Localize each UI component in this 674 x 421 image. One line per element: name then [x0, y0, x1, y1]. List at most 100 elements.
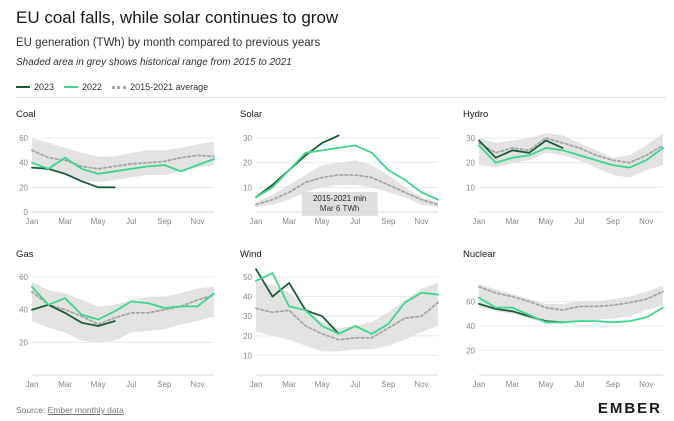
coal-panel-title: Coal — [16, 109, 36, 120]
nuclear-panel-title: Nuclear — [463, 249, 496, 260]
legend-label-2022: 2022 — [82, 82, 103, 92]
gas-y-tick-label: 20 — [19, 338, 28, 347]
coal-x-tick-label: Nov — [190, 217, 204, 226]
hydro-x-tick-label: Mar — [506, 217, 520, 226]
gas-panel-title: Gas — [16, 249, 34, 260]
wind-x-tick-label: Jan — [250, 380, 263, 389]
nuclear-x-tick-label: Sep — [606, 380, 621, 389]
solar-x-tick-label: Mar — [282, 217, 296, 226]
nuclear-x-tick-label: Jul — [574, 380, 584, 389]
hydro-x-tick-label: Sep — [606, 217, 621, 226]
nuclear-series-2015-2021-average — [478, 285, 664, 312]
coal-historical-range — [32, 138, 214, 183]
gas-y-tick-label: 40 — [19, 306, 28, 315]
gas-x-tick-label: Jan — [26, 380, 39, 389]
gas-x-tick-label: Mar — [58, 380, 72, 389]
coal-x-tick-label: Jul — [126, 217, 136, 226]
legend-label-2023: 2023 — [34, 82, 55, 92]
nuclear-x-tick-label: May — [538, 380, 553, 389]
wind-panel-title: Wind — [240, 249, 262, 260]
solar-x-tick-label: Jul — [350, 217, 360, 226]
wind-series-2022 — [255, 272, 439, 335]
chart-subtitle: EU generation (TWh) by month compared to… — [16, 37, 321, 49]
solar-y-tick-label: 10 — [243, 183, 252, 192]
solar-annotation-line2: Mar 6 TWh — [320, 204, 359, 213]
solar-annotation-line1: 2015-2021 min — [313, 194, 366, 203]
hydro-series-2022 — [478, 144, 664, 169]
chart-title: EU coal falls, while solar continues to … — [16, 8, 339, 27]
wind-y-tick-label: 10 — [243, 351, 252, 360]
header-divider — [16, 97, 666, 98]
solar-x-tick-label: May — [315, 217, 330, 226]
nuclear-y-tick-label: 20 — [466, 347, 475, 356]
wind-x-tick-label: Jul — [350, 380, 360, 389]
coal-y-tick-label: 0 — [24, 208, 29, 217]
gas-series-2015-2021-average — [31, 290, 215, 326]
source-note: Source: Ember monthly data — [16, 405, 124, 415]
gas-x-tick-label: Sep — [157, 380, 172, 389]
solar-y-tick-label: 30 — [243, 134, 252, 143]
hydro-y-tick-label: 10 — [466, 183, 475, 192]
coal-x-tick-label: May — [91, 217, 106, 226]
wind-y-tick-label: 40 — [243, 293, 252, 302]
ember-logo: EMBER — [597, 400, 662, 417]
nuclear-series-2022 — [478, 296, 664, 324]
wind-x-tick-label: Mar — [282, 380, 296, 389]
nuclear-y-tick-label: 60 — [466, 298, 475, 307]
coal-y-tick-label: 20 — [19, 183, 28, 192]
solar-y-tick-label: 20 — [243, 159, 252, 168]
solar-annotation-box — [301, 191, 378, 216]
hydro-historical-range — [479, 133, 663, 178]
solar-x-tick-label: Nov — [414, 217, 428, 226]
legend-item-average: 2015-2021 average — [112, 82, 208, 92]
wind-y-tick-label: 30 — [243, 312, 252, 321]
gas-x-tick-label: Nov — [190, 380, 204, 389]
legend-swatch-2023 — [16, 86, 30, 88]
legend-swatch-2022 — [64, 86, 79, 88]
gas-x-tick-label: Jul — [126, 380, 136, 389]
nuclear-x-tick-label: Mar — [506, 380, 520, 389]
gas-y-tick-label: 60 — [19, 273, 28, 282]
legend-item-2023: 2023 — [16, 82, 54, 92]
hydro-y-tick-label: 30 — [466, 134, 475, 143]
hydro-y-tick-label: 20 — [466, 159, 475, 168]
coal-x-tick-label: Mar — [58, 217, 72, 226]
nuclear-x-tick-label: Nov — [639, 380, 653, 389]
solar-x-tick-label: Sep — [381, 217, 396, 226]
hydro-panel-title: Hydro — [463, 109, 488, 120]
nuclear-historical-range — [479, 284, 663, 324]
wind-series-2023 — [255, 268, 340, 335]
source-link[interactable]: Ember monthly data — [47, 405, 124, 415]
wind-historical-range — [256, 280, 438, 352]
coal-x-tick-label: Sep — [157, 217, 172, 226]
solar-series-2022 — [255, 144, 439, 201]
hydro-x-tick-label: Nov — [639, 217, 653, 226]
solar-historical-range — [256, 160, 438, 208]
nuclear-series-2023 — [478, 302, 564, 324]
coal-y-tick-label: 60 — [19, 134, 28, 143]
solar-series-2015-2021-average — [255, 174, 439, 206]
legend-swatch-average — [112, 85, 127, 89]
hydro-series-2015-2021-average — [478, 137, 664, 164]
nuclear-y-tick-label: 40 — [466, 322, 475, 331]
legend-item-2022: 2022 — [64, 82, 102, 92]
chart-note: Shaded area in grey shows historical ran… — [16, 57, 292, 68]
coal-x-tick-label: Jan — [26, 217, 39, 226]
coal-y-tick-label: 40 — [19, 159, 28, 168]
nuclear-x-tick-label: Jan — [473, 380, 486, 389]
coal-series-2022 — [31, 156, 215, 175]
wind-y-tick-label: 50 — [243, 273, 252, 282]
legend: 2023 2022 2015-2021 average — [16, 82, 208, 92]
hydro-series-2023 — [478, 139, 564, 159]
hydro-x-tick-label: Jan — [473, 217, 486, 226]
wind-y-tick-label: 20 — [243, 332, 252, 341]
gas-x-tick-label: May — [91, 380, 106, 389]
hydro-x-tick-label: May — [538, 217, 553, 226]
solar-panel-title: Solar — [240, 109, 262, 120]
gas-historical-range — [32, 281, 214, 343]
wind-x-tick-label: May — [315, 380, 330, 389]
gas-series-2022 — [31, 285, 215, 321]
gas-series-2023 — [31, 303, 116, 327]
source-prefix: Source: — [16, 405, 48, 415]
